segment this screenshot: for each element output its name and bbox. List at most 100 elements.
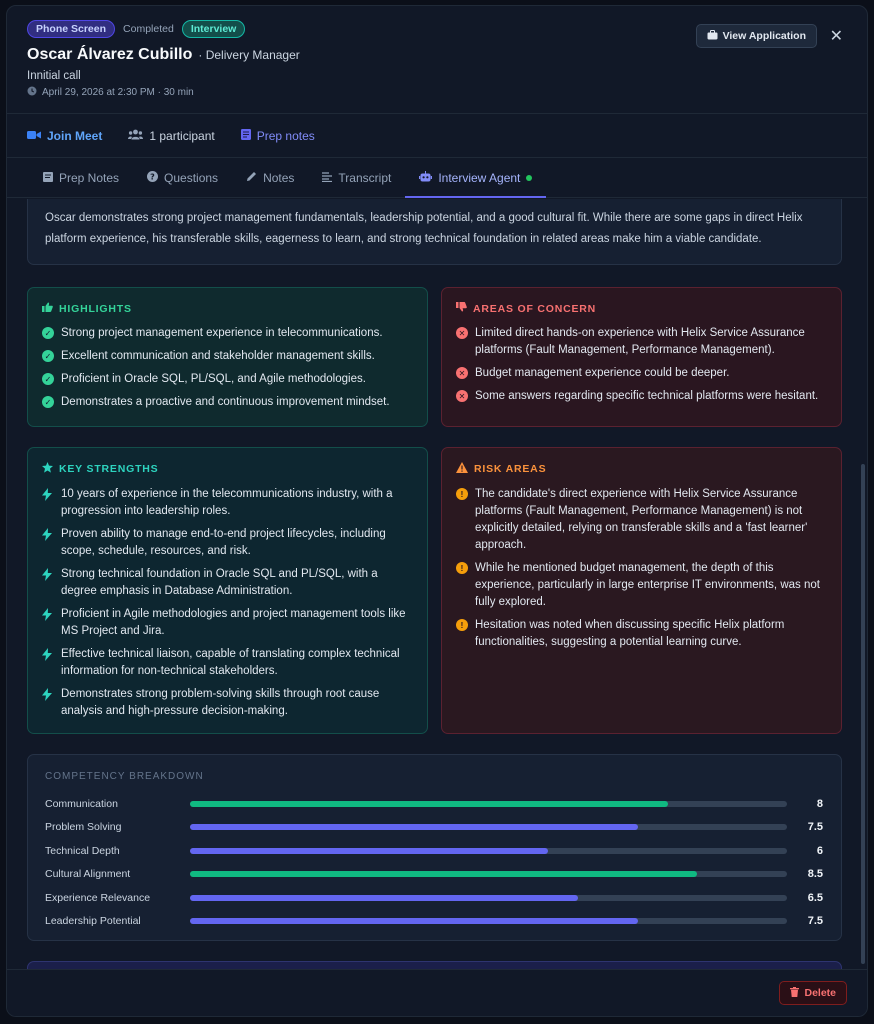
interview-modal: Phone Screen Completed Interview Oscar Á… xyxy=(6,5,868,1017)
tab-prep-notes[interactable]: Prep Notes xyxy=(29,158,133,197)
strengths-list: 10 years of experience in the telecommun… xyxy=(42,486,413,720)
svg-text:?: ? xyxy=(150,172,155,181)
warning-triangle-icon xyxy=(456,462,468,476)
strengths-card: KEY STRENGTHS 10 years of experience in … xyxy=(27,447,428,734)
prep-notes-label: Prep notes xyxy=(256,128,315,143)
competency-bar-fill xyxy=(190,824,638,831)
strengths-item: 10 years of experience in the telecommun… xyxy=(42,486,413,520)
competency-label: Experience Relevance xyxy=(45,891,151,904)
competency-title: COMPETENCY BREAKDOWN xyxy=(45,771,204,782)
highlights-item: ✓ Excellent communication and stakeholder… xyxy=(42,348,413,365)
highlights-item: ✓ Demonstrates a proactive and continuous… xyxy=(42,394,413,411)
x-circle-icon: ✕ xyxy=(456,367,468,379)
exclamation-circle-icon: ! xyxy=(456,619,468,631)
tab-questions[interactable]: ? Questions xyxy=(133,158,232,197)
video-camera-icon xyxy=(27,129,41,143)
interview-datetime: April 29, 2026 at 2:30 PM · 30 min xyxy=(27,86,847,99)
thumbs-down-icon xyxy=(456,302,467,315)
lightning-bolt-icon xyxy=(42,488,54,520)
robot-icon xyxy=(419,170,433,185)
stage-badge: Phone Screen xyxy=(27,20,116,38)
concerns-title-label: AREAS OF CONCERN xyxy=(473,302,597,315)
risks-item: ! Hesitation was noted when discussing sp… xyxy=(456,617,827,651)
concerns-item: ✕ Some answers regarding specific technic… xyxy=(456,388,827,405)
highlights-item: ✓ Proficient in Oracle SQL, PL/SQL, and A… xyxy=(42,371,413,388)
highlights-item-text: Demonstrates a proactive and continuous … xyxy=(61,396,390,408)
x-circle-icon: ✕ xyxy=(456,390,468,402)
title-row: Oscar Álvarez Cubillo · Delivery Manager xyxy=(27,46,847,64)
candidate-role: · Delivery Manager xyxy=(198,48,300,62)
trash-icon xyxy=(790,986,800,1000)
competency-bar-fill xyxy=(190,894,579,901)
check-circle-icon: ✓ xyxy=(42,373,54,385)
risks-title: RISK AREAS xyxy=(456,462,827,476)
action-bar: Join Meet 1 participant Prep notes xyxy=(7,114,867,158)
highlights-item-text: Strong project management experience in … xyxy=(61,327,383,339)
tab-notes[interactable]: Notes xyxy=(232,158,308,197)
tab-label: Prep Notes xyxy=(59,170,120,185)
join-meet-link[interactable]: Join Meet xyxy=(27,129,102,143)
competency-row: Communication 8 xyxy=(45,792,824,816)
strengths-item-text: Demonstrates strong problem-solving skil… xyxy=(61,688,380,717)
competency-bar-track xyxy=(190,847,787,854)
briefcase-icon xyxy=(707,29,718,43)
competency-score: 8.5 xyxy=(807,868,823,881)
competency-score: 8 xyxy=(816,797,823,810)
strengths-item: Effective technical liaison, capable of … xyxy=(42,646,413,680)
close-button[interactable]: ✕ xyxy=(829,28,843,45)
tab-label: Interview Agent xyxy=(438,170,521,185)
thumbs-up-icon xyxy=(42,302,53,315)
badge-row: Phone Screen Completed Interview xyxy=(27,20,847,38)
competency-label: Technical Depth xyxy=(45,844,120,857)
highlights-card: HIGHLIGHTS ✓ Strong project management ex… xyxy=(27,287,428,427)
concerns-list: ✕ Limited direct hands-on experience with… xyxy=(456,325,827,405)
competency-label: Cultural Alignment xyxy=(45,868,131,881)
status-text: Completed xyxy=(123,23,174,35)
competency-bar-fill xyxy=(190,847,549,854)
risks-item: ! While he mentioned budget management, t… xyxy=(456,560,827,611)
competency-row: Technical Depth 6 xyxy=(45,839,824,863)
highlights-title-label: HIGHLIGHTS xyxy=(59,302,132,315)
view-application-button[interactable]: View Application xyxy=(695,24,817,48)
content-scrollbar[interactable] xyxy=(861,464,865,964)
strengths-item-text: Strong technical foundation in Oracle SQ… xyxy=(61,568,378,597)
type-badge: Interview xyxy=(181,20,246,38)
highlights-item-text: Proficient in Oracle SQL, PL/SQL, and Ag… xyxy=(61,373,366,385)
strengths-item: Strong technical foundation in Oracle SQ… xyxy=(42,566,413,600)
competency-row: Cultural Alignment 8.5 xyxy=(45,863,824,887)
check-circle-icon: ✓ xyxy=(42,327,54,339)
competency-card: COMPETENCY BREAKDOWN Communication 8 Probl… xyxy=(27,754,842,941)
highlights-list: ✓ Strong project management experience in… xyxy=(42,325,413,411)
agent-content[interactable]: Oscar demonstrates strong project manage… xyxy=(7,199,867,971)
tab-label: Transcript xyxy=(338,170,392,185)
prep-notes-link[interactable]: Prep notes xyxy=(240,128,315,143)
tab-label: Notes xyxy=(263,170,295,185)
competency-label: Leadership Potential xyxy=(45,915,141,928)
clock-icon xyxy=(27,86,37,99)
datetime-text: April 29, 2026 at 2:30 PM · 30 min xyxy=(42,87,194,98)
lightning-bolt-icon xyxy=(42,648,54,680)
strengths-item-text: Proven ability to manage end-to-end proj… xyxy=(61,528,386,557)
pencil-icon xyxy=(246,171,257,185)
lightning-bolt-icon xyxy=(42,568,54,600)
risks-item-text: Hesitation was noted when discussing spe… xyxy=(475,619,785,648)
highlights-item-text: Excellent communication and stakeholder … xyxy=(61,350,375,362)
concerns-card: AREAS OF CONCERN ✕ Limited direct hands-o… xyxy=(441,287,842,427)
risks-list: ! The candidate's direct experience with … xyxy=(456,486,827,651)
modal-header: Phone Screen Completed Interview Oscar Á… xyxy=(7,6,867,114)
next-section-card xyxy=(27,961,842,971)
strengths-item: Demonstrates strong problem-solving skil… xyxy=(42,686,413,720)
delete-label: Delete xyxy=(804,987,836,999)
align-left-icon xyxy=(322,171,333,185)
agent-active-dot xyxy=(526,174,533,181)
summary-text: Oscar demonstrates strong project manage… xyxy=(45,212,803,245)
interview-subtitle: Innitial call xyxy=(27,70,81,82)
competency-bar-fill xyxy=(190,800,668,807)
join-meet-label: Join Meet xyxy=(47,128,103,143)
tab-interview-agent[interactable]: Interview Agent xyxy=(405,158,547,198)
tab-transcript[interactable]: Transcript xyxy=(308,158,405,197)
delete-button[interactable]: Delete xyxy=(779,981,847,1005)
competency-row: Leadership Potential 7.5 xyxy=(45,910,824,934)
concerns-item-text: Limited direct hands-on experience with … xyxy=(475,327,805,356)
competency-bar-fill xyxy=(190,918,638,925)
